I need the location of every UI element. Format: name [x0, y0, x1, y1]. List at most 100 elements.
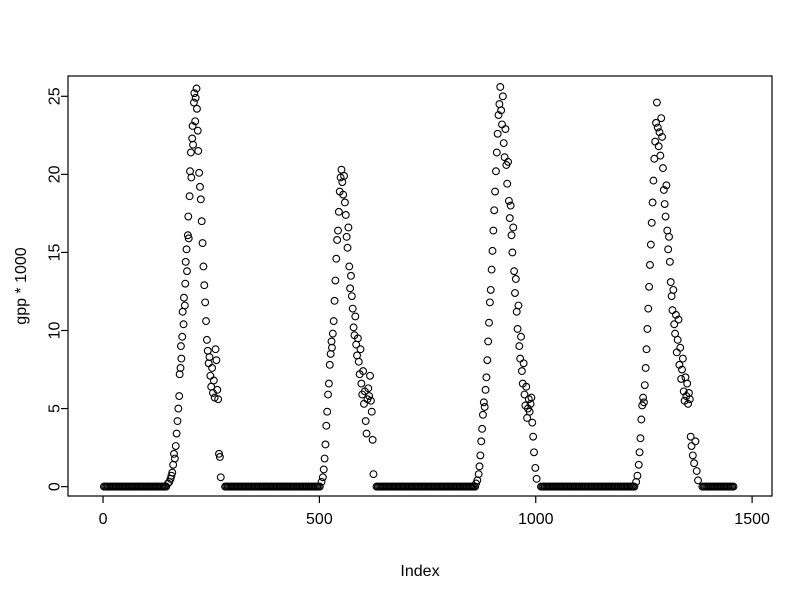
data-point [346, 284, 355, 293]
data-point [328, 329, 337, 338]
data-point [685, 395, 694, 404]
data-point [315, 482, 324, 491]
y-tick-label: 15 [47, 243, 64, 261]
data-point [690, 459, 699, 468]
data-point [184, 212, 193, 221]
data-point [642, 345, 651, 354]
data-point [171, 442, 180, 450]
data-point [519, 359, 528, 368]
data-point [206, 371, 215, 380]
data-point [202, 335, 211, 344]
data-point [485, 298, 494, 307]
data-point [197, 217, 206, 226]
data-point [345, 262, 354, 271]
data-point [675, 360, 684, 369]
data-point [214, 395, 223, 404]
data-point [215, 449, 223, 458]
data-point [318, 473, 327, 482]
data-point [177, 354, 186, 363]
data-point [491, 187, 500, 196]
data-point [479, 410, 487, 419]
data-point [644, 304, 653, 313]
data-point [659, 186, 668, 194]
data-point [684, 399, 693, 408]
data-point [215, 453, 224, 461]
data-point [504, 196, 513, 205]
data-point [665, 257, 674, 266]
data-point [178, 332, 187, 341]
data-point [216, 473, 225, 482]
data-point [508, 248, 517, 257]
data-point [528, 418, 537, 427]
data-point [633, 471, 642, 480]
data-point [164, 479, 172, 488]
data-point [639, 393, 648, 402]
data-point [647, 218, 656, 227]
data-point [332, 254, 341, 263]
data-point [503, 179, 512, 188]
data-point [640, 381, 649, 390]
plot-box [67, 75, 773, 497]
data-point [641, 364, 650, 372]
data-point [196, 182, 204, 191]
data-point [664, 245, 673, 254]
data-point [672, 348, 681, 357]
y-axis-title: gpp * 1000 [13, 247, 30, 325]
data-point [678, 365, 686, 374]
data-point [365, 392, 374, 401]
data-point [643, 324, 652, 333]
data-point [661, 212, 670, 221]
y-tick-label: 0 [47, 482, 64, 491]
data-point [488, 246, 497, 255]
data-point [478, 424, 487, 433]
data-point [691, 437, 700, 446]
data-point [497, 106, 506, 115]
data-point [349, 323, 358, 332]
x-tick-label: 1000 [518, 511, 554, 528]
data-point [173, 417, 182, 426]
data-point [174, 404, 183, 413]
data-point [522, 382, 531, 391]
data-point [323, 407, 332, 416]
data-point [509, 223, 518, 232]
data-point [333, 235, 342, 244]
data-point [511, 275, 520, 283]
data-point [188, 134, 197, 143]
data-point [362, 429, 371, 438]
data-point [331, 276, 340, 285]
data-point [329, 317, 338, 326]
data-point [351, 312, 360, 321]
data-point [669, 285, 678, 294]
data-point [213, 385, 222, 394]
data-point [679, 387, 688, 396]
data-point [181, 257, 190, 266]
data-point [190, 89, 199, 98]
data-point [639, 398, 648, 407]
data-point [320, 454, 329, 463]
data-point [474, 470, 483, 479]
data-point [656, 151, 665, 160]
data-point [202, 317, 210, 326]
data-point [499, 139, 508, 148]
data-point [196, 195, 205, 204]
data-point [366, 371, 374, 380]
y-tick-label: 25 [47, 87, 64, 105]
data-point [183, 231, 192, 240]
data-point [199, 262, 208, 271]
data-point [507, 231, 516, 240]
data-point [481, 385, 490, 394]
data-point [477, 437, 486, 446]
data-point [655, 128, 664, 137]
data-point [673, 335, 682, 344]
x-tick-label: 0 [99, 511, 108, 528]
data-point [212, 356, 221, 365]
data-point [668, 306, 677, 315]
data-point [334, 207, 343, 216]
data-point [317, 477, 326, 486]
data-point [506, 201, 515, 210]
data-point [194, 146, 203, 155]
data-point [517, 332, 525, 341]
data-point [198, 239, 207, 248]
data-point [167, 471, 176, 480]
data-point [354, 357, 363, 366]
